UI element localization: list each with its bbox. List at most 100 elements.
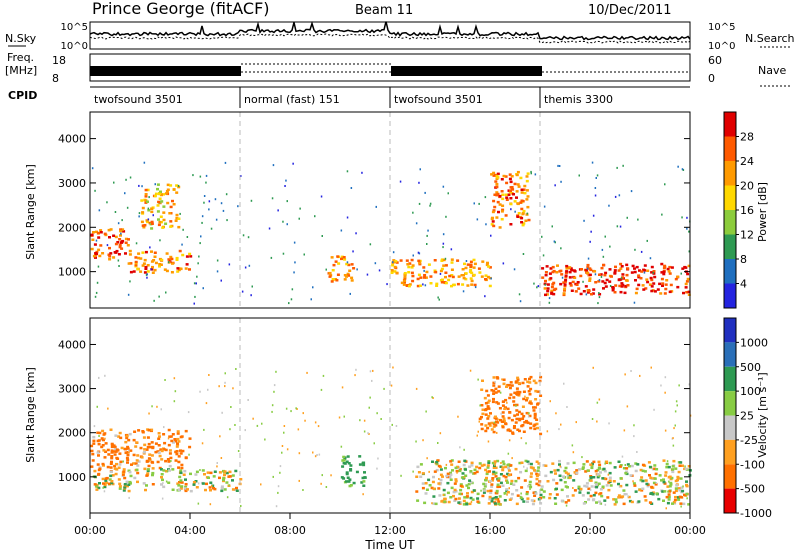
data-cell — [510, 384, 514, 387]
data-cell — [168, 452, 172, 455]
data-cell — [201, 221, 203, 224]
data-cell — [146, 445, 150, 449]
data-cell — [508, 498, 512, 501]
data-cell — [646, 484, 650, 488]
data-cell — [196, 275, 198, 278]
colorbar-segment — [724, 342, 736, 367]
data-cell — [672, 500, 676, 504]
data-cell — [686, 216, 688, 219]
data-cell — [601, 485, 605, 488]
data-cell — [457, 275, 461, 278]
data-cell — [92, 254, 96, 258]
data-cell — [522, 397, 526, 401]
noise-tick-left-top: 10^5 — [61, 22, 88, 33]
data-cell — [224, 385, 226, 388]
data-cell — [516, 202, 520, 205]
data-cell — [553, 469, 557, 472]
data-cell — [685, 280, 689, 283]
data-cell — [545, 265, 549, 268]
data-cell — [521, 223, 525, 227]
colorbar-segment — [724, 439, 736, 465]
data-cell — [115, 462, 118, 466]
noise-panel: N.Sky 10^5 10^0 10^5 10^0 N.Search — [5, 20, 795, 52]
data-cell — [139, 270, 143, 273]
data-cell — [583, 484, 587, 488]
data-cell — [586, 469, 590, 472]
data-cell — [608, 422, 610, 425]
data-cell — [534, 173, 537, 176]
colorbar-segment — [724, 259, 736, 284]
data-cell — [127, 483, 131, 486]
data-cell — [590, 230, 592, 233]
data-cell — [160, 200, 164, 203]
x-axis: 00:00 04:00 08:00 12:00 16:00 20:00 00:00 — [74, 513, 706, 537]
data-cell — [549, 470, 553, 474]
data-cell — [158, 197, 162, 200]
data-cell — [178, 481, 181, 484]
data-cell — [494, 424, 498, 427]
data-cell — [331, 269, 335, 272]
data-cell — [447, 278, 451, 282]
y-tick-label: 1000 — [58, 471, 86, 484]
data-cell — [477, 378, 479, 381]
data-cell — [682, 502, 686, 506]
data-cell — [487, 422, 491, 425]
data-cell — [292, 162, 294, 165]
data-cell — [393, 265, 397, 269]
data-cell — [602, 467, 606, 471]
data-cell — [162, 218, 166, 222]
data-cell — [463, 496, 467, 499]
data-cell — [548, 496, 552, 500]
data-cell — [575, 421, 577, 424]
data-cell — [97, 248, 101, 252]
data-cell — [621, 276, 625, 279]
data-cell — [652, 270, 656, 273]
data-cell — [123, 486, 127, 489]
data-cell — [645, 278, 649, 281]
data-cell — [597, 474, 601, 477]
data-cell — [513, 403, 516, 407]
data-cell — [422, 276, 426, 279]
data-cell — [423, 269, 425, 272]
data-cell — [163, 268, 167, 271]
data-cell — [194, 473, 198, 476]
data-cell — [565, 264, 569, 268]
data-cell — [169, 456, 173, 460]
data-cell — [151, 483, 155, 486]
data-cell — [297, 428, 300, 431]
data-cell — [151, 473, 154, 477]
data-cell — [118, 431, 122, 435]
data-cell — [322, 374, 325, 377]
data-cell — [92, 231, 95, 234]
data-cell — [622, 164, 624, 167]
data-cell — [203, 473, 206, 476]
data-cell — [98, 431, 102, 435]
data-cell — [354, 374, 356, 377]
data-cell — [501, 466, 505, 469]
data-cell — [143, 443, 147, 447]
data-cell — [122, 230, 126, 233]
data-cell — [640, 250, 643, 253]
data-cell — [442, 242, 445, 245]
data-cell — [613, 269, 617, 272]
data-cell — [685, 492, 689, 496]
data-cell — [99, 229, 103, 232]
data-cell — [603, 499, 607, 502]
data-cell — [314, 421, 317, 424]
data-cell — [277, 485, 280, 488]
data-cell — [511, 457, 513, 460]
data-cell — [505, 181, 509, 185]
data-cell — [128, 496, 130, 499]
data-cell — [177, 484, 181, 487]
data-cell — [134, 260, 138, 264]
data-cell — [633, 267, 636, 270]
data-cell — [157, 444, 161, 447]
data-cell — [109, 228, 113, 231]
data-cell — [619, 267, 623, 270]
data-cell — [511, 432, 515, 435]
data-cell — [133, 430, 137, 433]
data-cell — [507, 469, 511, 472]
data-cell — [437, 482, 441, 485]
data-cell — [159, 193, 163, 196]
data-cell — [543, 205, 546, 208]
